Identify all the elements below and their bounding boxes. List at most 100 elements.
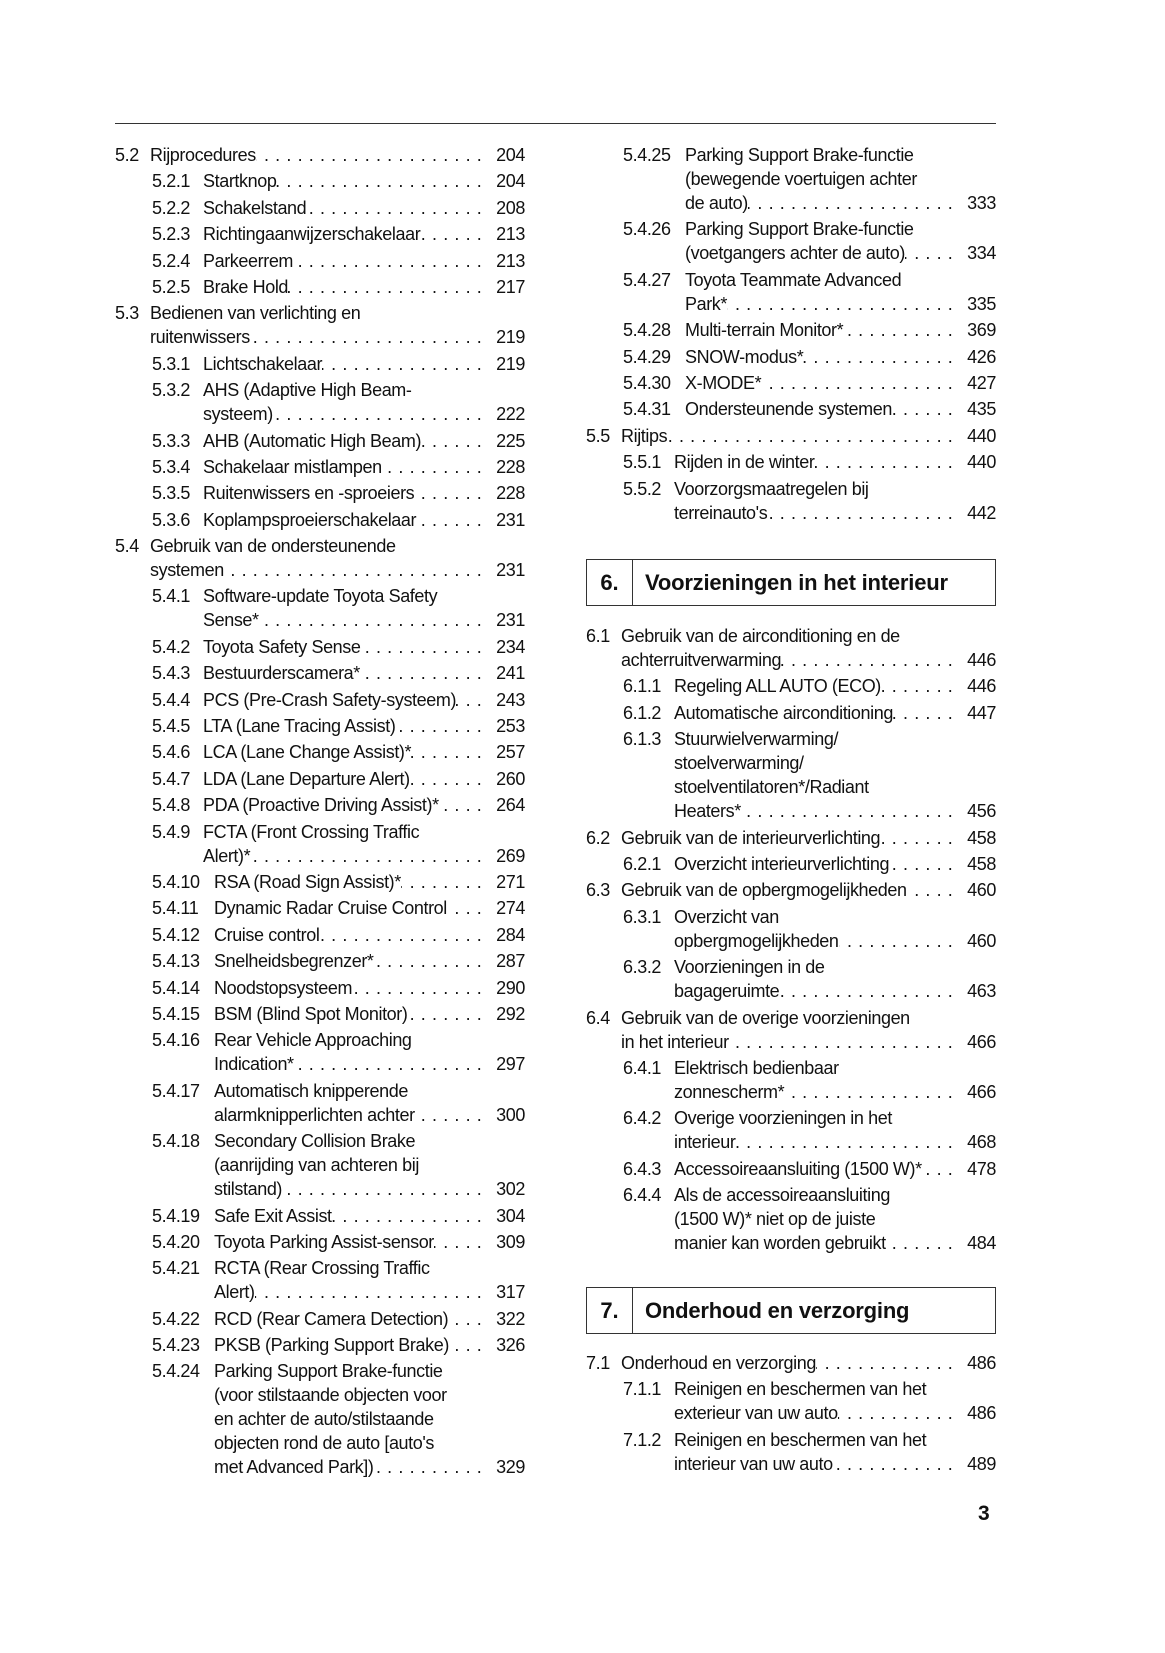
page-reference[interactable]: 466	[967, 1031, 996, 1052]
toc-entry[interactable]: 5.4.18 Secondary Collision Brake (aanrijdi…	[115, 1129, 525, 1201]
toc-entry[interactable]: 5.4.21 RCTA (Rear Crossing Traffic Alert).…	[115, 1256, 525, 1304]
toc-entry[interactable]: 5.2.1 Startknop..........................…	[115, 169, 525, 193]
toc-entry[interactable]: 5.4.28 Multi-terrain Monitor*............…	[586, 318, 996, 342]
page-reference[interactable]: 213	[496, 224, 525, 245]
page-reference[interactable]: 463	[967, 981, 996, 1002]
page-reference[interactable]: 468	[967, 1132, 996, 1153]
page-reference[interactable]: 442	[967, 502, 996, 523]
toc-entry[interactable]: 5.2.4 Parkeerrem.........................…	[115, 249, 525, 273]
page-reference[interactable]: 317	[496, 1282, 525, 1303]
toc-entry[interactable]: 5.4.31 Ondersteunende systemen...........…	[586, 397, 996, 421]
page-reference[interactable]: 217	[496, 276, 525, 297]
page-reference[interactable]: 274	[496, 898, 525, 919]
page-reference[interactable]: 204	[496, 171, 525, 192]
toc-entry[interactable]: 6.1.2 Automatische airconditioning.......…	[586, 701, 996, 725]
toc-entry[interactable]: 5.4.11 Dynamic Radar Cruise Control......…	[115, 896, 525, 920]
page-reference[interactable]: 234	[496, 636, 525, 657]
toc-entry[interactable]: 5.4.25 Parking Support Brake-functie (bewe…	[586, 143, 996, 215]
toc-entry[interactable]: 5.4.3 Bestuurderscamera*.................…	[115, 661, 525, 685]
page-reference[interactable]: 322	[496, 1308, 525, 1329]
toc-entry[interactable]: 5.4.5 LTA (Lane Tracing Assist)..........…	[115, 714, 525, 738]
toc-entry[interactable]: 5.4.2 Toyota Safety Sense................…	[115, 635, 525, 659]
toc-entry[interactable]: 5.3 Bedienen van verlichting en ruitenwiss…	[115, 301, 525, 349]
toc-entry[interactable]: 5.4.13 Snelheidsbegrenzer*...............…	[115, 949, 525, 973]
page-reference[interactable]: 447	[967, 702, 996, 723]
page-reference[interactable]: 440	[967, 452, 996, 473]
toc-entry[interactable]: 5.4.23 PKSB (Parking Support Brake)......…	[115, 1333, 525, 1357]
toc-entry[interactable]: 5.4.22 RCD (Rear Camera Detection).......…	[115, 1307, 525, 1331]
toc-entry[interactable]: 5.5 Rijtips..............................…	[586, 424, 996, 448]
toc-entry[interactable]: 6.4.2 Overige voorzieningen in het interie…	[586, 1106, 996, 1154]
page-reference[interactable]: 486	[967, 1353, 996, 1373]
toc-entry[interactable]: 5.4.29 SNOW-modus*.......................…	[586, 345, 996, 369]
toc-entry[interactable]: 5.2.5 Brake Hold.........................…	[115, 275, 525, 299]
toc-entry[interactable]: 6.1 Gebruik van de airconditioning en de a…	[586, 624, 996, 672]
toc-entry[interactable]: 5.4.24 Parking Support Brake-functie (voor…	[115, 1359, 525, 1479]
page-reference[interactable]: 297	[496, 1054, 525, 1075]
toc-entry[interactable]: 5.4 Gebruik van de ondersteunende systemen…	[115, 534, 525, 582]
toc-entry[interactable]: 6.2 Gebruik van de interieurverlichting..…	[586, 826, 996, 850]
page-reference[interactable]: 334	[967, 243, 996, 264]
page-reference[interactable]: 300	[496, 1104, 525, 1125]
toc-entry[interactable]: 5.4.15 BSM (Blind Spot Monitor)..........…	[115, 1002, 525, 1026]
page-reference[interactable]: 456	[967, 801, 996, 822]
page-reference[interactable]: 458	[967, 827, 996, 848]
toc-entry[interactable]: 6.4.4 Als de accessoireaansluiting (1500 W…	[586, 1183, 996, 1255]
page-reference[interactable]: 231	[496, 610, 525, 631]
toc-entry[interactable]: 5.3.5 Ruitenwissers en -sproeiers........…	[115, 481, 525, 505]
toc-entry[interactable]: 6.3.1 Overzicht van opbergmogelijkheden...…	[586, 905, 996, 953]
page-reference[interactable]: 260	[496, 768, 525, 789]
page-reference[interactable]: 241	[496, 663, 525, 684]
toc-entry[interactable]: 5.4.16 Rear Vehicle Approaching Indication…	[115, 1028, 525, 1076]
toc-entry[interactable]: 5.4.12 Cruise control....................…	[115, 923, 525, 947]
page-reference[interactable]: 302	[496, 1179, 525, 1200]
toc-entry[interactable]: 5.3.1 Lichtschakelaar....................…	[115, 352, 525, 376]
page-reference[interactable]: 225	[496, 430, 525, 451]
toc-entry[interactable]: 5.4.6 LCA (Lane Change Assist)*..........…	[115, 740, 525, 764]
page-reference[interactable]: 460	[967, 880, 996, 901]
page-reference[interactable]: 228	[496, 456, 525, 477]
page-reference[interactable]: 326	[496, 1335, 525, 1356]
toc-entry[interactable]: 5.4.14 Noodstopsysteem...................…	[115, 976, 525, 1000]
page-reference[interactable]: 271	[496, 871, 525, 892]
page-reference[interactable]: 478	[967, 1158, 996, 1179]
toc-entry[interactable]: 6.1.3 Stuurwielverwarming/stoelverwarming…	[586, 727, 996, 823]
toc-entry[interactable]: 5.4.7 LDA (Lane Departure Alert).........…	[115, 767, 525, 791]
page-reference[interactable]: 219	[496, 327, 525, 348]
toc-entry[interactable]: 7.1.1 Reinigen en beschermen van het exter…	[586, 1377, 996, 1425]
page-reference[interactable]: 427	[967, 372, 996, 393]
toc-entry[interactable]: 5.5.1 Rijden in de winter................…	[586, 450, 996, 474]
toc-entry[interactable]: 5.4.1 Software-update Toyota Safety Sense*…	[115, 584, 525, 632]
toc-entry[interactable]: 6.4.3 Accessoireaansluiting (1500 W)*....…	[586, 1157, 996, 1181]
page-reference[interactable]: 458	[967, 853, 996, 874]
toc-entry[interactable]: 5.4.27 Toyota Teammate Advanced Park*.....…	[586, 268, 996, 316]
page-reference[interactable]: 243	[496, 689, 525, 710]
toc-entry[interactable]: 6.4.1 Elektrisch bedienbaar zonnescherm*..…	[586, 1056, 996, 1104]
page-reference[interactable]: 213	[496, 250, 525, 271]
page-reference[interactable]: 292	[496, 1003, 525, 1024]
toc-entry[interactable]: 6.3 Gebruik van de opbergmogelijkheden...…	[586, 878, 996, 902]
toc-entry[interactable]: 5.2.2 Schakelstand.......................…	[115, 196, 525, 220]
toc-entry[interactable]: 6.3.2 Voorzieningen in de bagageruimte....…	[586, 955, 996, 1003]
page-reference[interactable]: 269	[496, 845, 525, 866]
page-reference[interactable]: 446	[967, 650, 996, 670]
page-reference[interactable]: 204	[496, 145, 525, 165]
page-reference[interactable]: 309	[496, 1231, 525, 1252]
page-reference[interactable]: 426	[967, 346, 996, 367]
page-reference[interactable]: 219	[496, 353, 525, 374]
toc-entry[interactable]: 7.1 Onderhoud en verzorging..............…	[586, 1351, 996, 1375]
toc-entry[interactable]: 5.3.4 Schakelaar mistlampen..............…	[115, 455, 525, 479]
toc-entry[interactable]: 5.4.8 PDA (Proactive Driving Assist)*....…	[115, 793, 525, 817]
page-reference[interactable]: 257	[496, 742, 525, 763]
toc-entry[interactable]: 5.4.9 FCTA (Front Crossing Traffic Alert)*…	[115, 820, 525, 868]
toc-entry[interactable]: 5.4.30 X-MODE*...........................…	[586, 371, 996, 395]
toc-entry[interactable]: 5.4.19 Safe Exit Assist..................…	[115, 1204, 525, 1228]
toc-entry[interactable]: 6.1.1 Regeling ALL AUTO (ECO)............…	[586, 674, 996, 698]
page-reference[interactable]: 284	[496, 924, 525, 945]
page-reference[interactable]: 460	[967, 930, 996, 951]
page-reference[interactable]: 253	[496, 716, 525, 737]
toc-entry[interactable]: 5.3.6 Koplampsproeierschakelaar..........…	[115, 508, 525, 532]
toc-entry[interactable]: 5.4.4 PCS (Pre-Crash Safety-systeem).....…	[115, 688, 525, 712]
page-reference[interactable]: 335	[967, 293, 996, 314]
page-reference[interactable]: 369	[967, 320, 996, 341]
